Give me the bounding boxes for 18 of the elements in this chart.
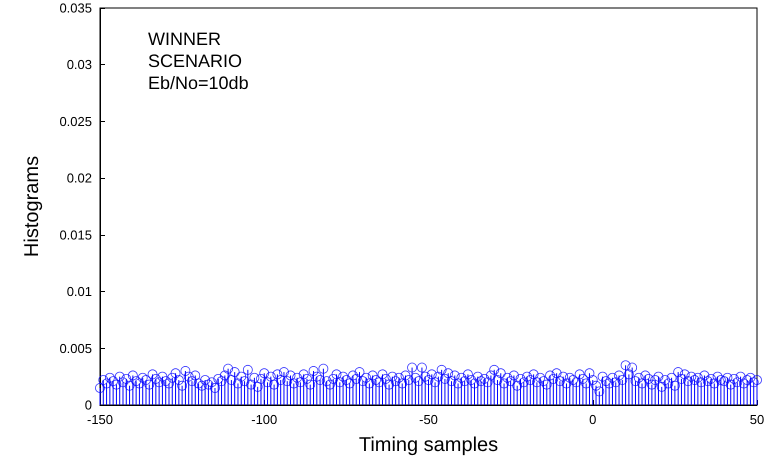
- x-tick-label: -150: [86, 412, 114, 427]
- x-axis-title: Timing samples: [358, 434, 498, 456]
- y-tick-label: 0.015: [59, 227, 92, 242]
- x-tick-label: 50: [750, 412, 764, 427]
- annotation: Eb/No=10db: [148, 73, 249, 93]
- y-tick-label: 0.005: [59, 340, 92, 356]
- y-axis-title: Histograms: [21, 156, 43, 258]
- y-tick-label: 0.03: [66, 57, 92, 72]
- x-tick-label: -50: [419, 412, 438, 427]
- y-tick-label: 0.035: [59, 0, 92, 16]
- annotation: WINNER: [148, 29, 221, 49]
- y-tick-label: 0.025: [59, 114, 92, 129]
- y-tick-label: 0.01: [66, 284, 92, 300]
- y-tick-label: 0.02: [66, 170, 92, 186]
- x-tick-label: -100: [251, 412, 278, 427]
- annotation: SCENARIO: [148, 51, 242, 71]
- x-tick-label: 0: [589, 412, 596, 427]
- y-tick-label: 0: [84, 398, 92, 412]
